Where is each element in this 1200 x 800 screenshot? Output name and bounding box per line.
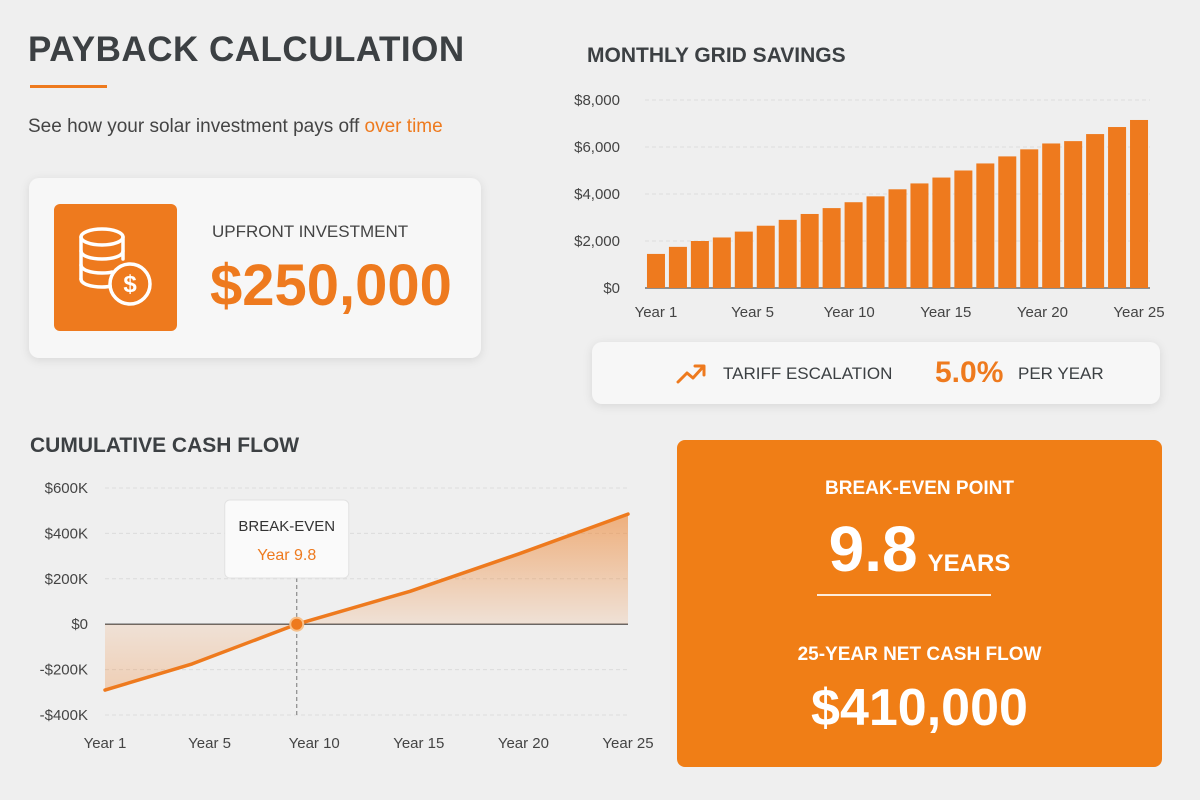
savings-bar (822, 208, 841, 288)
x-tick-label: Year 5 (731, 304, 774, 321)
investment-value: $250,000 (210, 253, 452, 318)
savings-bar (844, 202, 863, 288)
x-tick-label: Year 15 (393, 735, 444, 752)
y-tick-label: -$200K (40, 662, 88, 679)
y-tick-label: -$400K (40, 707, 88, 724)
break-even-value: 9.8 (828, 513, 918, 585)
tooltip-value: Year 9.8 (257, 547, 316, 564)
savings-bar (932, 177, 951, 288)
net-cashflow-value: $410,000 (811, 679, 1028, 737)
tariff-label: TARIFF ESCALATION (723, 364, 893, 383)
y-tick-label: $0 (603, 280, 620, 297)
savings-bar (888, 189, 907, 288)
savings-bar (910, 183, 929, 288)
savings-bar (690, 241, 709, 288)
page-title: PAYBACK CALCULATION (28, 30, 465, 69)
savings-bar (734, 231, 753, 288)
upfront-investment-card: $ UPFRONT INVESTMENT $250,000 (29, 178, 481, 358)
x-tick-label: Year 1 (84, 735, 127, 752)
investment-label: UPFRONT INVESTMENT (212, 222, 409, 241)
x-tick-label: Year 10 (824, 304, 875, 321)
subtitle-accent: over time (364, 116, 443, 137)
cashflow-chart-title: CUMULATIVE CASH FLOW (30, 434, 300, 457)
savings-bar (1042, 143, 1061, 288)
savings-bar (668, 246, 687, 288)
break-even-unit: YEARS (927, 550, 1011, 577)
savings-bar (976, 163, 995, 288)
savings-bar (1064, 141, 1083, 288)
x-tick-label: Year 20 (498, 735, 549, 752)
y-tick-label: $600K (45, 480, 88, 497)
x-tick-label: Year 15 (920, 304, 971, 321)
cashflow-area-chart: $600K $400K $200K $0 -$200K -$400K Year 1 Year … (40, 480, 654, 752)
break-even-divider (817, 594, 991, 596)
y-tick-label: $2,000 (574, 233, 620, 250)
coins-dollar-icon: $ (54, 204, 177, 331)
savings-chart-title: MONTHLY GRID SAVINGS (587, 44, 846, 67)
page-subtitle: See how your solar investment pays off o… (28, 116, 443, 138)
savings-bar (866, 196, 885, 288)
x-tick-label: Year 10 (289, 735, 340, 752)
y-tick-label: $0 (71, 616, 88, 633)
break-even-tooltip (224, 499, 350, 579)
y-tick-label: $4,000 (574, 186, 620, 203)
savings-bar (646, 253, 665, 288)
break-even-point (289, 616, 305, 632)
tariff-unit: PER YEAR (1018, 364, 1104, 383)
savings-bar (1130, 119, 1149, 288)
savings-bar-chart: $0 $2,000 $4,000 $6,000 $8,000 Year 1 Year 5 Ye… (574, 92, 1164, 321)
x-tick-label: Year 5 (188, 735, 231, 752)
tooltip-label: BREAK-EVEN (238, 518, 335, 535)
savings-bar (800, 213, 819, 288)
break-even-card: BREAK-EVEN POINT 9.8 YEARS 25-YEAR NET CA… (677, 440, 1162, 767)
savings-bar (1020, 149, 1039, 288)
y-tick-label: $8,000 (574, 92, 620, 109)
positive-area (296, 514, 628, 625)
savings-bar (1086, 134, 1105, 288)
x-tick-label: Year 20 (1017, 304, 1068, 321)
x-tick-label: Year 1 (635, 304, 678, 321)
y-tick-label: $400K (45, 525, 88, 542)
cashflow-line (103, 512, 630, 692)
x-tick-label: Year 25 (602, 735, 653, 752)
title-underline (30, 85, 107, 88)
break-even-title: BREAK-EVEN POINT (825, 478, 1014, 499)
savings-bar (778, 219, 797, 288)
svg-text:$: $ (123, 271, 137, 298)
subtitle-text: See how your solar investment pays off (28, 116, 365, 137)
tariff-value: 5.0% (935, 356, 1004, 389)
trend-up-icon (676, 362, 706, 391)
net-cashflow-title: 25-YEAR NET CASH FLOW (797, 644, 1042, 665)
savings-bar (998, 156, 1017, 288)
savings-bar (712, 237, 731, 288)
tariff-escalation-card: TARIFF ESCALATION 5.0% PER YEAR (592, 342, 1160, 404)
break-even-value-group: 9.8 YEARS (677, 512, 1162, 586)
savings-bar (954, 170, 973, 288)
savings-bar (1108, 127, 1127, 289)
savings-bar (756, 225, 775, 288)
y-tick-label: $6,000 (574, 139, 620, 156)
x-tick-label: Year 25 (1113, 304, 1164, 321)
y-tick-label: $200K (45, 571, 88, 588)
